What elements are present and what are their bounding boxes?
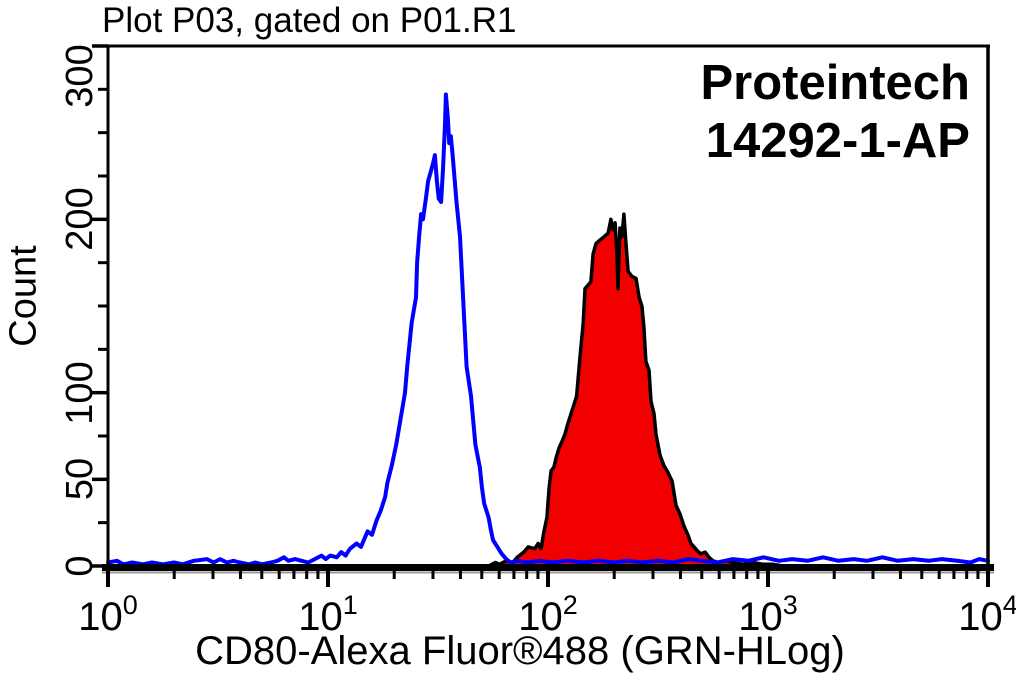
x-tick-exponent: 0 — [122, 590, 138, 620]
x-tick-label-10e3: 103 — [738, 584, 798, 638]
red-filled-histogram — [480, 212, 792, 568]
x-tick-base: 10 — [518, 595, 563, 639]
y-tick-label-50: 50 — [59, 458, 101, 501]
y-axis-label: Count — [2, 245, 45, 347]
watermark-brand: Proteintech — [700, 56, 970, 110]
x-tick-base: 10 — [738, 595, 783, 639]
x-tick-base: 10 — [78, 595, 123, 639]
x-tick-exponent: 3 — [782, 590, 798, 620]
watermark: Proteintech 14292-1-AP — [700, 54, 970, 170]
x-tick-label-10e4: 104 — [958, 584, 1016, 638]
x-tick-label-10e0: 100 — [78, 584, 138, 638]
x-tick-exponent: 2 — [562, 590, 578, 620]
x-tick-label-10e2: 102 — [518, 584, 578, 638]
y-tick-label-100: 100 — [59, 360, 101, 425]
x-tick-label-10e1: 101 — [298, 584, 358, 638]
x-axis-label: CD80-Alexa Fluor®488 (GRN-HLog) — [195, 629, 845, 673]
page-title: Plot P03, gated on P01.R1 — [102, 1, 517, 40]
x-tick-exponent: 1 — [342, 590, 358, 620]
blue-open-histogram — [106, 92, 990, 567]
x-tick-base: 10 — [958, 595, 1003, 639]
x-tick-base: 10 — [298, 595, 343, 639]
x-tick-exponent: 4 — [1002, 590, 1016, 620]
y-tick-label-200: 200 — [59, 187, 101, 252]
watermark-catalog-number: 14292-1-AP — [705, 114, 970, 168]
y-tick-label-0: 0 — [59, 555, 101, 577]
y-tick-label-300: 300 — [59, 44, 101, 108]
